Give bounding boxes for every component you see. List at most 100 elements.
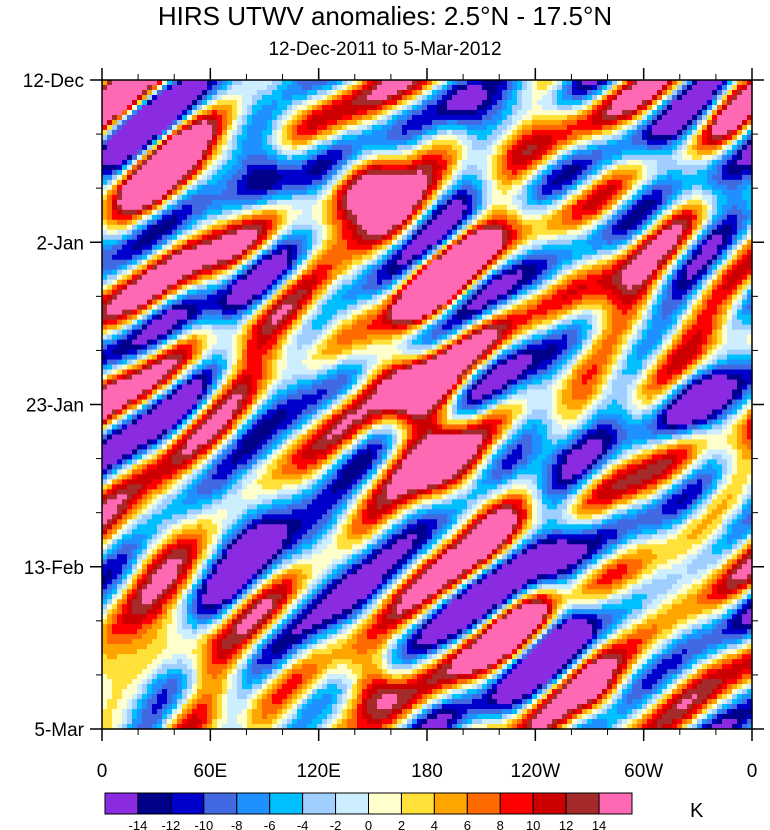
heatmap-cell (677, 99, 683, 106)
heatmap-cell (572, 124, 578, 131)
heatmap-cell (432, 94, 438, 101)
heatmap-cell (532, 149, 538, 156)
heatmap-cell (472, 164, 478, 171)
heatmap-cell (297, 189, 303, 196)
heatmap-cell (617, 244, 623, 251)
heatmap-cell (502, 109, 508, 116)
heatmap-cell (707, 154, 713, 161)
heatmap-cell (287, 104, 293, 111)
heatmap-cell (337, 114, 343, 121)
heatmap-cell (117, 254, 123, 261)
heatmap-cell (267, 224, 273, 231)
heatmap-cell (217, 89, 223, 96)
heatmap-cell (522, 234, 528, 241)
heatmap-cell (552, 264, 558, 271)
heatmap-cell (722, 169, 728, 176)
heatmap-cell (672, 80, 678, 86)
heatmap-cell (687, 114, 693, 121)
heatmap-cell (162, 109, 168, 116)
heatmap-cell (277, 114, 283, 121)
heatmap-cell (332, 104, 338, 111)
heatmap-cell (112, 259, 118, 266)
heatmap-cell (292, 164, 298, 171)
heatmap-cell (162, 224, 168, 231)
heatmap-cell (212, 249, 218, 256)
heatmap-cell (122, 184, 128, 191)
heatmap-cell (712, 159, 718, 166)
heatmap-cell (547, 194, 553, 201)
heatmap-cell (482, 189, 488, 196)
heatmap-cell (342, 239, 348, 246)
heatmap-cell (502, 129, 508, 136)
heatmap-cell (172, 139, 178, 146)
heatmap-cell (687, 244, 693, 251)
heatmap-cell (747, 254, 753, 261)
heatmap-cell (387, 99, 393, 106)
heatmap-cell (377, 199, 383, 206)
heatmap-cell (667, 209, 673, 216)
heatmap-cell (617, 139, 623, 146)
heatmap-cell (642, 89, 648, 96)
heatmap-cell (122, 189, 128, 196)
heatmap-cell (332, 214, 338, 221)
heatmap-cell (432, 174, 438, 181)
heatmap-cell (227, 209, 233, 216)
heatmap-cell (742, 239, 748, 246)
heatmap-cell (247, 204, 253, 211)
heatmap-cell (492, 124, 498, 131)
heatmap-cell (157, 184, 163, 191)
heatmap-cell (392, 209, 398, 216)
heatmap-cell (632, 254, 638, 261)
heatmap-cell (632, 134, 638, 141)
heatmap-cell (217, 139, 223, 146)
heatmap-cell (662, 144, 668, 151)
heatmap-cell (232, 209, 238, 216)
heatmap-cell (412, 199, 418, 206)
heatmap-cell (187, 204, 193, 211)
heatmap-cell (222, 264, 228, 271)
heatmap-cell (512, 249, 518, 256)
heatmap-cell (542, 80, 548, 86)
heatmap-cell (197, 239, 203, 246)
heatmap-cell (137, 109, 143, 116)
heatmap-cell (662, 104, 668, 111)
heatmap-cell (427, 194, 433, 201)
heatmap-cell (547, 104, 553, 111)
heatmap-cell (347, 159, 353, 166)
heatmap-cell (577, 179, 583, 186)
heatmap-cell (607, 134, 613, 141)
heatmap-cell (377, 80, 383, 86)
heatmap-cell (337, 169, 343, 176)
heatmap-cell (157, 234, 163, 241)
heatmap-cell (712, 194, 718, 201)
heatmap-cell (232, 89, 238, 96)
heatmap-cell (212, 159, 218, 166)
heatmap-cell (672, 224, 678, 231)
heatmap-cell (217, 164, 223, 171)
heatmap-cell (702, 154, 708, 161)
heatmap-cell (137, 244, 143, 251)
heatmap-cell (122, 214, 128, 221)
heatmap-cell (367, 99, 373, 106)
heatmap-cell (727, 164, 733, 171)
heatmap-cell (482, 114, 488, 121)
heatmap-cell (267, 89, 273, 96)
heatmap-cell (547, 224, 553, 231)
heatmap-cell (222, 209, 228, 216)
heatmap-cell (612, 159, 618, 166)
heatmap-cell (247, 264, 253, 271)
heatmap-cell (192, 99, 198, 106)
heatmap-cell (327, 169, 333, 176)
heatmap-cell (487, 219, 493, 226)
heatmap-cell (242, 134, 248, 141)
heatmap-cell (217, 169, 223, 176)
heatmap-cell (657, 264, 663, 271)
heatmap-cell (652, 134, 658, 141)
heatmap-cell (127, 249, 133, 256)
heatmap-cell (302, 249, 308, 256)
heatmap-cell (627, 104, 633, 111)
heatmap-cell (512, 174, 518, 181)
heatmap-cell (122, 259, 128, 266)
heatmap-cell (127, 84, 133, 91)
heatmap-cell (367, 219, 373, 226)
